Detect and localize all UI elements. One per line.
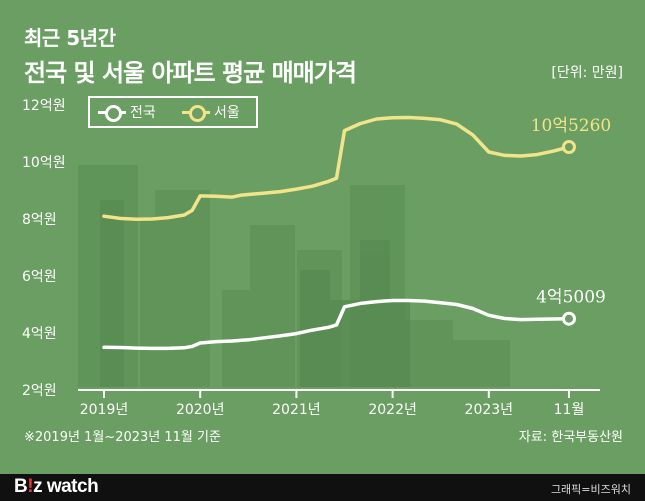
x-tick-label: 2023년 [465,402,514,418]
x-tick-label: 11월 [554,402,585,418]
end-point-marker [561,140,576,155]
legend-line-icon [182,104,210,122]
end-value-label: 10억5260 [531,116,612,136]
y-tick-label: 2억원 [22,383,57,399]
legend-marker-icon [189,104,206,122]
unit-label: [단위: 만원] [551,65,623,81]
y-tick-label: 4억원 [22,326,57,342]
legend-item-national: 전국 [98,98,156,126]
legend-label-seoul: 서울 [214,105,240,121]
bizwatch-logo: B!z watch [14,476,99,497]
period-note: ※2019년 1월~2023년 11월 기준 [24,430,221,445]
legend-line-icon [98,104,126,122]
legend-label-national: 전국 [130,105,156,121]
series-line-national [102,298,571,351]
x-tick-label: 2022년 [368,402,417,418]
footer-bar: B!z watch 그래픽=비즈워치 [0,474,645,501]
y-tick-label: 8억원 [22,212,57,228]
x-tick-label: 2020년 [176,402,225,418]
x-tick-label: 2019년 [80,402,129,418]
chart-subtitle: 최근 5년간 [24,26,116,50]
x-tick-label: 2021년 [272,402,321,418]
graphic-credit: 그래픽=비즈워치 [550,483,631,496]
series-line-seoul [102,115,571,222]
y-tick-label: 6억원 [22,269,57,285]
legend-marker-icon [105,104,122,122]
source-label: 자료: 한국부동산원 [518,430,623,445]
legend-item-seoul: 서울 [182,98,240,126]
end-point-marker [561,311,576,326]
y-tick-label: 10억원 [22,155,66,171]
y-tick-label: 12억원 [22,98,66,114]
chart-legend: 전국 서울 [88,96,258,128]
chart-title: 전국 및 서울 아파트 평균 매매가격 [24,59,357,87]
end-value-label: 4억5009 [536,288,606,308]
